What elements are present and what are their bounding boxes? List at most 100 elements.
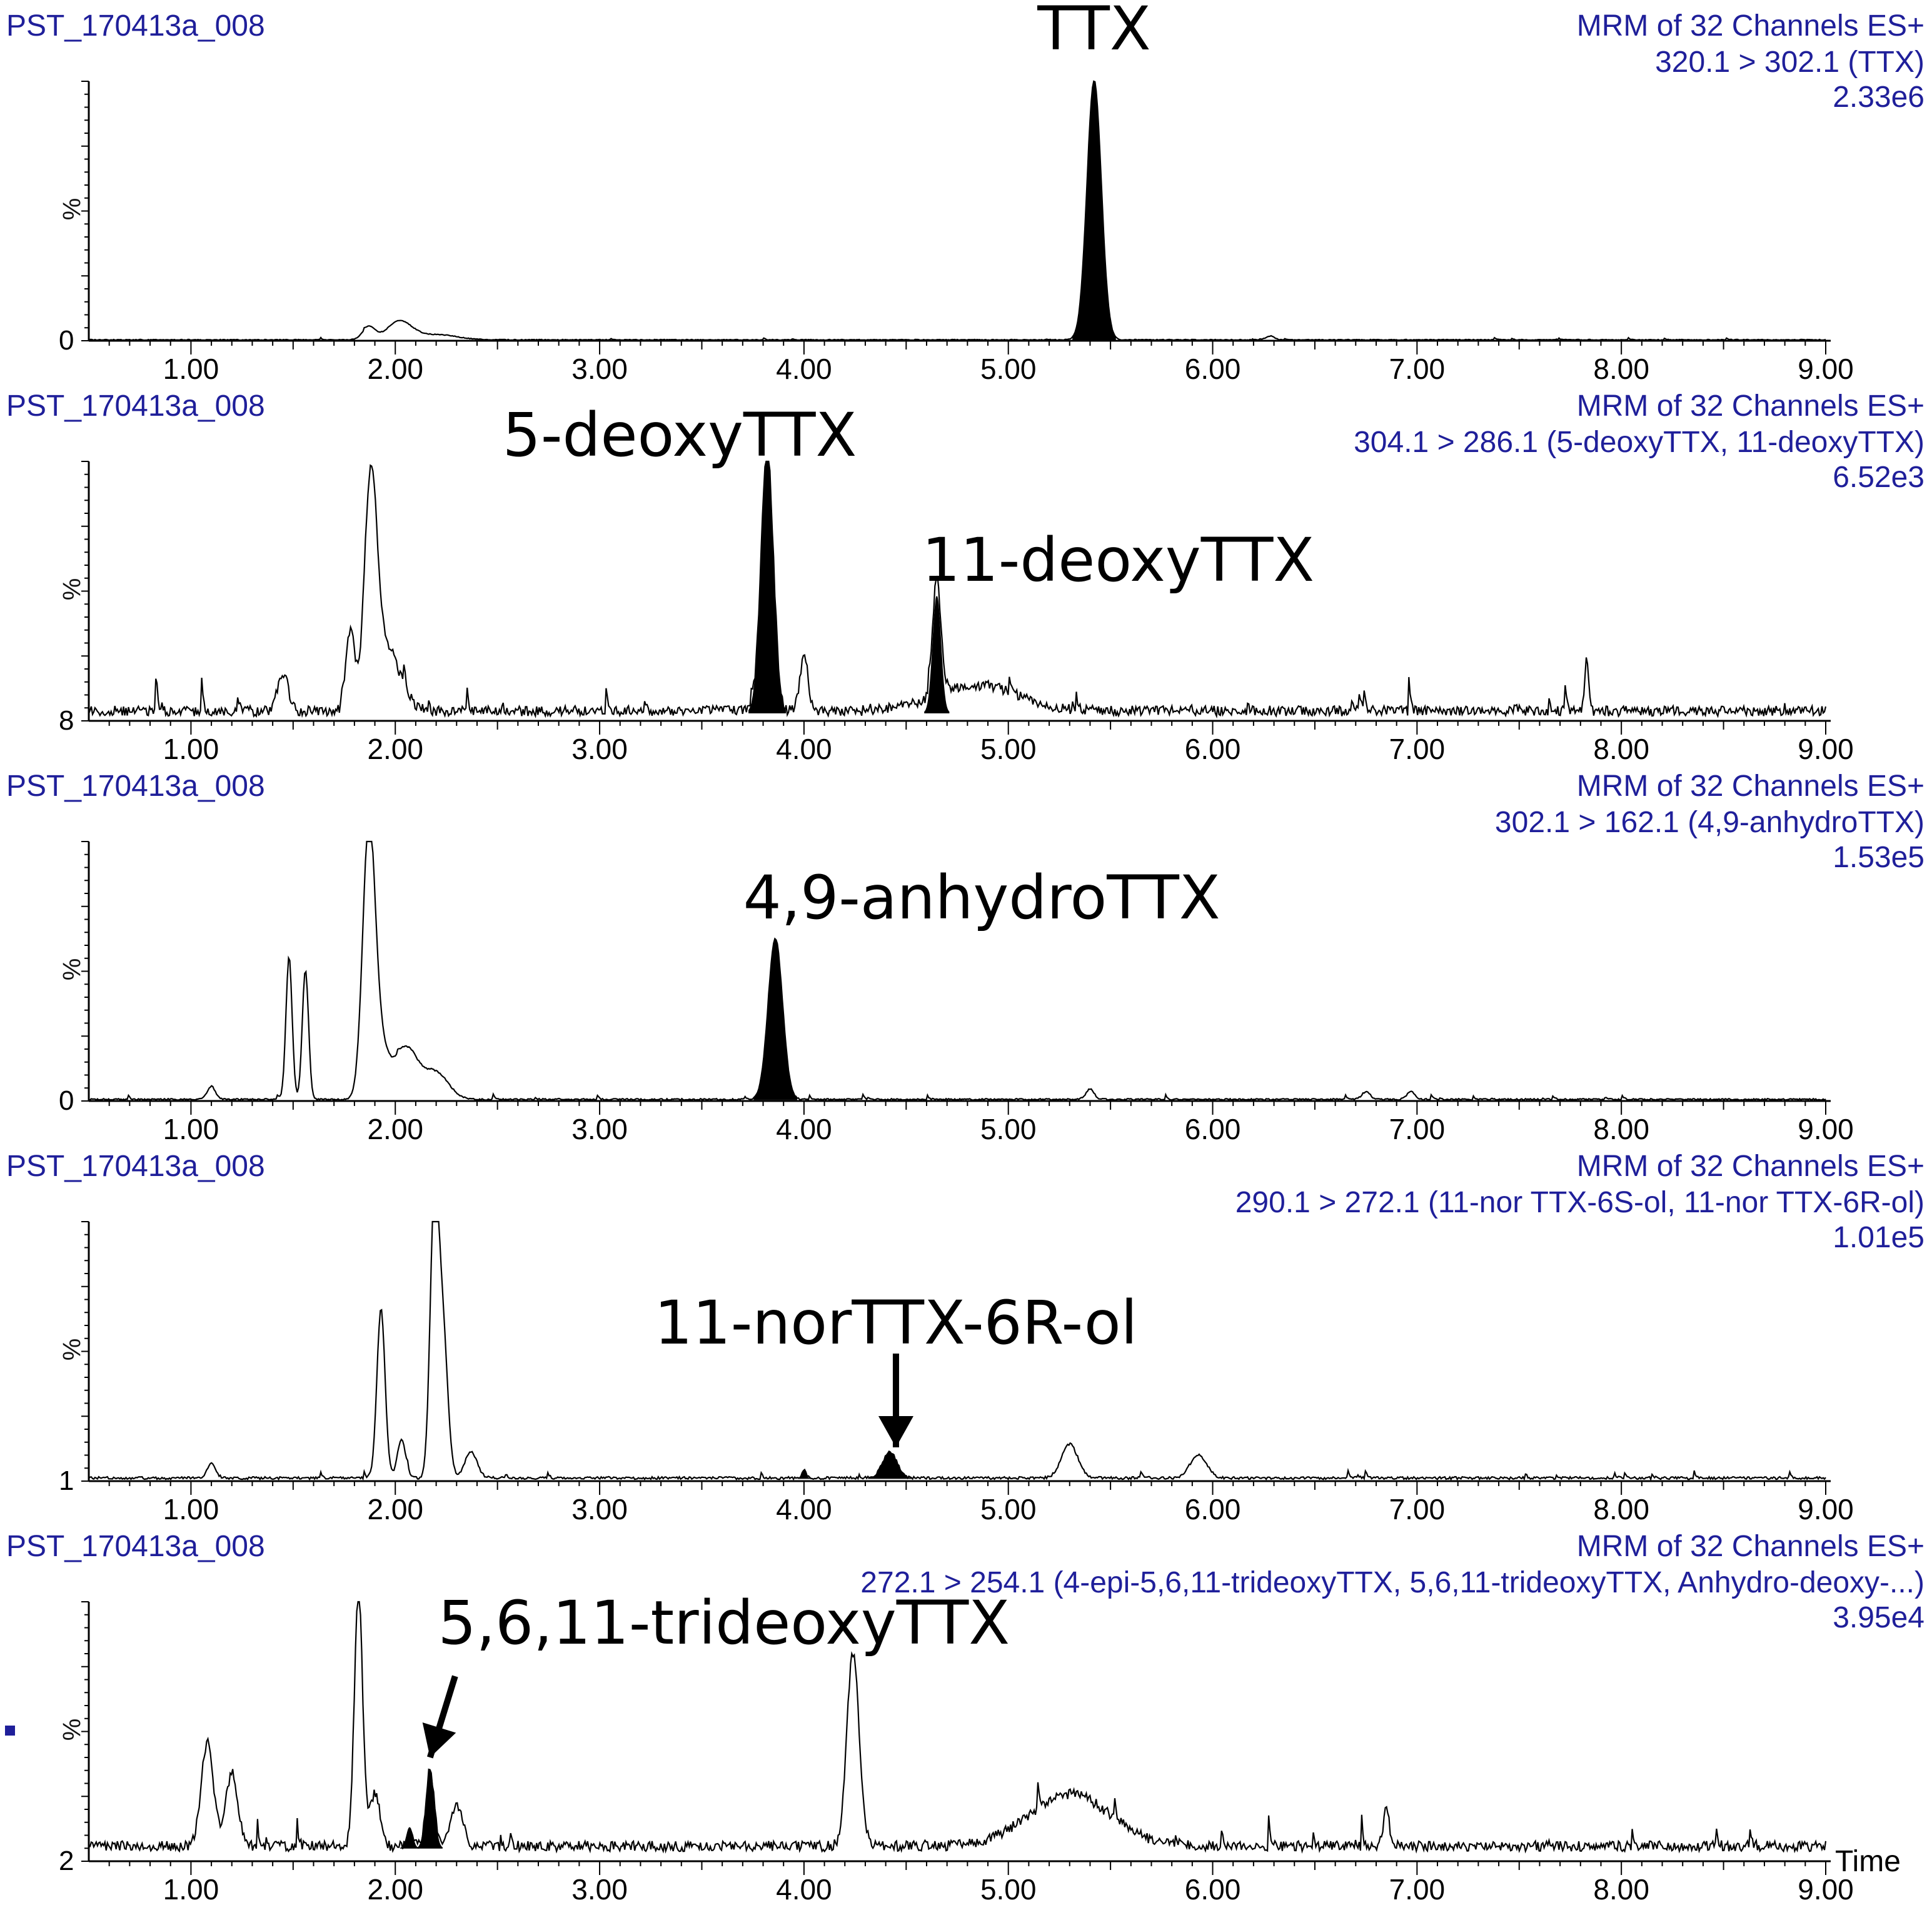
x-tick-label: 8.00 [1593, 1113, 1649, 1145]
channel-title: MRM of 32 Channels ES+ [1576, 1530, 1924, 1563]
peak-annotation: 11-norTTX-6R-ol [654, 1288, 1138, 1358]
x-tick-label: 4.00 [776, 733, 832, 765]
x-tick-label: 4.00 [776, 1873, 832, 1906]
y-axis-min: 8 [59, 705, 74, 736]
chromatogram-trace [88, 460, 1827, 719]
x-tick-label: 2.00 [367, 1113, 423, 1145]
x-tick-label: 3.00 [571, 1113, 628, 1145]
x-tick-label: 3.00 [571, 1873, 628, 1906]
transition-label: 272.1 > 254.1 (4-epi-5,6,11-trideoxyTTX,… [860, 1566, 1924, 1599]
x-tick-label: 9.00 [1798, 1873, 1854, 1906]
x-tick-label: 1.00 [163, 1113, 219, 1145]
peak-annotation: 5,6,11-trideoxyTTX [438, 1588, 1010, 1658]
chromatogram-trace [88, 1220, 1826, 1482]
transition-label: 290.1 > 272.1 (11-nor TTX-6S-ol, 11-nor … [1235, 1186, 1924, 1219]
integrated-peak [417, 1770, 443, 1849]
chromatogram-trace [88, 80, 1826, 341]
x-tick-label: 1.00 [163, 1873, 219, 1906]
x-tick-label: 8.00 [1593, 1873, 1649, 1906]
x-tick-label: 5.00 [980, 1873, 1037, 1906]
integrated-peak [753, 938, 797, 1100]
y-axis-min: 1 [59, 1465, 74, 1496]
integrated-peak [797, 1470, 811, 1479]
x-tick-label: 6.00 [1184, 1493, 1241, 1525]
channel-title: MRM of 32 Channels ES+ [1576, 770, 1924, 803]
arrow-head [878, 1416, 913, 1448]
y-axis-min: 0 [59, 1085, 74, 1116]
y-axis-label: % [58, 198, 86, 221]
x-axis-label: Time [1835, 1845, 1901, 1878]
x-tick-label: 1.00 [163, 353, 219, 385]
chromatogram-trace [88, 840, 1826, 1102]
intensity-label: 3.95e4 [1833, 1601, 1924, 1634]
x-tick-label: 8.00 [1593, 733, 1649, 765]
peak-annotation: TTX [1037, 0, 1151, 64]
integrated-peak [748, 461, 787, 714]
x-tick-label: 2.00 [367, 353, 423, 385]
sample-name: PST_170413a_008 [6, 1530, 265, 1563]
peak-annotation: 11-deoxyTTX [922, 525, 1315, 595]
intensity-label: 6.52e3 [1833, 461, 1924, 494]
x-tick-label: 4.00 [776, 353, 832, 385]
peak-annotation: 4,9-anhydroTTX [743, 863, 1220, 933]
x-tick-label: 7.00 [1389, 1873, 1446, 1906]
x-tick-label: 8.00 [1593, 1493, 1649, 1525]
intensity-label: 1.01e5 [1833, 1221, 1924, 1254]
x-tick-label: 2.00 [367, 1873, 423, 1906]
x-tick-label: 9.00 [1798, 1493, 1854, 1525]
transition-label: 320.1 > 302.1 (TTX) [1655, 46, 1924, 79]
x-tick-label: 4.00 [776, 1113, 832, 1145]
x-tick-label: 5.00 [980, 353, 1037, 385]
transition-label: 304.1 > 286.1 (5-deoxyTTX, 11-deoxyTTX) [1354, 426, 1924, 459]
sample-name: PST_170413a_008 [6, 770, 265, 803]
x-tick-label: 1.00 [163, 733, 219, 765]
x-tick-label: 7.00 [1389, 733, 1446, 765]
x-tick-label: 2.00 [367, 1493, 423, 1525]
x-tick-label: 5.00 [980, 1113, 1037, 1145]
channel-title: MRM of 32 Channels ES+ [1576, 1150, 1924, 1183]
x-tick-label: 7.00 [1389, 353, 1446, 385]
x-tick-label: 4.00 [776, 1493, 832, 1525]
x-tick-label: 6.00 [1184, 1873, 1241, 1906]
integrated-peak [1072, 81, 1116, 341]
integrated-peak [868, 1452, 912, 1479]
intensity-label: 2.33e6 [1833, 81, 1924, 114]
x-tick-label: 2.00 [367, 733, 423, 765]
x-tick-label: 6.00 [1184, 353, 1241, 385]
sample-name: PST_170413a_008 [6, 9, 265, 43]
y-axis-min: 0 [59, 325, 74, 356]
integrated-peak [924, 596, 950, 714]
transition-label: 302.1 > 162.1 (4,9-anhydroTTX) [1494, 806, 1924, 839]
y-axis-label: % [58, 1718, 86, 1741]
y-axis-label: % [58, 578, 86, 601]
sample-name: PST_170413a_008 [6, 1150, 265, 1183]
x-tick-label: 6.00 [1184, 733, 1241, 765]
peak-annotation: 5-deoxyTTX [502, 400, 857, 470]
x-tick-label: 3.00 [571, 733, 628, 765]
x-tick-label: 9.00 [1798, 733, 1854, 765]
x-tick-label: 5.00 [980, 1493, 1037, 1525]
chromatogram-trace [88, 1601, 1827, 1854]
x-tick-label: 9.00 [1798, 353, 1854, 385]
x-tick-label: 6.00 [1184, 1113, 1241, 1145]
y-axis-label: % [58, 958, 86, 981]
x-tick-label: 9.00 [1798, 1113, 1854, 1145]
x-tick-label: 7.00 [1389, 1113, 1446, 1145]
x-tick-label: 3.00 [571, 353, 628, 385]
selection-marker [5, 1726, 15, 1736]
integrated-peak [400, 1827, 420, 1849]
x-tick-label: 3.00 [571, 1493, 628, 1525]
y-axis-label: % [58, 1338, 86, 1361]
x-tick-label: 7.00 [1389, 1493, 1446, 1525]
channel-title: MRM of 32 Channels ES+ [1576, 390, 1924, 423]
x-tick-label: 1.00 [163, 1493, 219, 1525]
sample-name: PST_170413a_008 [6, 390, 265, 423]
y-axis-min: 2 [59, 1846, 74, 1876]
x-tick-label: 5.00 [980, 733, 1037, 765]
channel-title: MRM of 32 Channels ES+ [1576, 9, 1924, 43]
arrow-head [422, 1722, 456, 1757]
intensity-label: 1.53e5 [1833, 841, 1924, 874]
x-tick-label: 8.00 [1593, 353, 1649, 385]
